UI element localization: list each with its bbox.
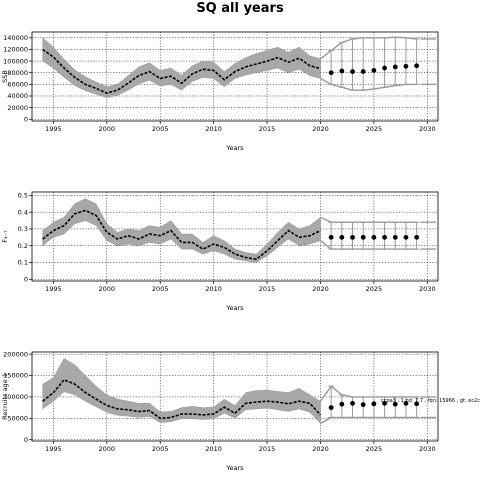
x-tick-label: 1995 — [45, 285, 62, 293]
projection-point — [339, 234, 345, 240]
y-tick-label: 0.4 — [18, 208, 28, 216]
y-tick-label: 140000 — [3, 34, 28, 42]
x-tick-label: 2020 — [312, 125, 329, 133]
y-tick-label: 150000 — [3, 372, 28, 380]
y-tick-label: 0.1 — [18, 259, 28, 267]
x-axis-label: Years — [225, 144, 244, 152]
x-tick-label: 2005 — [152, 125, 169, 133]
y-tick-label: 0 — [24, 436, 28, 444]
y-tick-label: 0 — [24, 276, 28, 284]
y-tick-label: 40000 — [7, 92, 28, 100]
x-tick-label: 2000 — [99, 445, 116, 453]
x-tick-label: 2010 — [205, 445, 222, 453]
x-tick-label: 1995 — [45, 445, 62, 453]
annotation-text: ccpa3 : 1 nd: 7.7 , fqn: 15966 , gt: ec2… — [381, 398, 480, 404]
y-tick-label: 80000 — [7, 69, 28, 77]
plot-frame — [31, 191, 439, 282]
projection-point — [414, 401, 420, 407]
projection-point — [350, 400, 355, 406]
projection-point — [350, 69, 355, 74]
y-tick-label: 0.2 — [18, 242, 28, 250]
projection-point — [392, 234, 398, 240]
x-tick-label: 2005 — [152, 285, 169, 293]
x-axis-label: Years — [225, 464, 244, 472]
x-axis-label: Years — [225, 304, 244, 312]
y-tick-label: 200000 — [3, 350, 28, 358]
x-tick-label: 2020 — [312, 285, 329, 293]
projection-point — [392, 64, 398, 70]
historical-median-line — [42, 209, 321, 261]
chart-2: 1995 2000 2005 2010 2015 2020 2025 2030 0 0.1 0.2 0… — [1, 191, 439, 312]
y-tick-label: 120000 — [3, 46, 28, 54]
projection-point — [360, 234, 366, 240]
y-tick-label: 50000 — [7, 415, 28, 423]
x-tick-label: 2015 — [259, 125, 276, 133]
y-tick-label: 60000 — [7, 81, 28, 89]
projection-low-line — [320, 240, 417, 250]
projection-point — [403, 63, 409, 69]
projection-point — [414, 63, 420, 69]
x-tick-label: 2020 — [312, 445, 329, 453]
y-axis-label: Recruits age 1 — [1, 373, 9, 420]
chart-3: 1995 2000 2005 2010 2015 2020 2025 2030 0 50000 10… — [1, 350, 480, 472]
projection-point — [371, 67, 377, 73]
y-tick-label: 100000 — [3, 57, 28, 65]
x-tick-label: 2025 — [366, 445, 383, 453]
y-tick-label: 100000 — [3, 393, 28, 401]
historical-median-line — [42, 378, 322, 420]
x-tick-label: 2010 — [205, 285, 222, 293]
plot-frame — [31, 351, 439, 442]
chart-1: 1995 2000 2005 2010 2015 2020 2025 2030 0 20000 40… — [1, 31, 439, 152]
projection-low-line — [320, 416, 417, 425]
y-tick-label: 20000 — [7, 104, 28, 112]
x-tick-label: 2015 — [259, 445, 276, 453]
x-tick-label: 2005 — [152, 445, 169, 453]
x-tick-label: 2015 — [259, 285, 276, 293]
projection-point — [328, 70, 334, 76]
projection-point — [339, 401, 345, 407]
x-tick-label: 2030 — [419, 125, 436, 133]
projection-point — [360, 402, 366, 408]
x-tick-label: 2030 — [419, 445, 436, 453]
y-axis-label: F₄₋₇ — [1, 230, 9, 243]
projection-point — [403, 400, 409, 406]
projection-point — [371, 234, 377, 240]
y-axis-label: SSB — [1, 70, 9, 83]
projection-point — [382, 400, 387, 406]
projection-point — [360, 69, 366, 74]
projection-point — [382, 65, 387, 71]
projection-point — [328, 234, 334, 240]
projection-high-line — [320, 216, 417, 223]
x-tick-label: 2025 — [366, 285, 383, 293]
y-tick-label: 0.3 — [18, 225, 28, 233]
projection-point — [328, 405, 334, 411]
projection-point — [339, 68, 345, 74]
projection-point — [371, 401, 377, 407]
y-tick-label: 0 — [24, 115, 28, 123]
x-tick-label: 2000 — [99, 285, 116, 293]
projection-point — [350, 234, 355, 240]
projection-low-line — [320, 77, 417, 91]
x-tick-label: 1995 — [45, 125, 62, 133]
projection-point — [414, 234, 420, 240]
projection-point — [392, 401, 398, 407]
historical-median-line — [42, 48, 321, 94]
projection-point — [403, 234, 409, 240]
figure-title: SQ all years — [196, 1, 284, 16]
x-tick-label: 2025 — [366, 125, 383, 133]
x-tick-label: 2010 — [205, 125, 222, 133]
y-tick-label: 0.5 — [18, 192, 28, 200]
x-tick-label: 2030 — [419, 285, 436, 293]
x-tick-label: 2000 — [99, 125, 116, 133]
plot-frame — [31, 31, 439, 122]
projection-high-line — [320, 36, 417, 60]
projection-point — [382, 234, 387, 240]
projection-high-line — [319, 385, 417, 402]
